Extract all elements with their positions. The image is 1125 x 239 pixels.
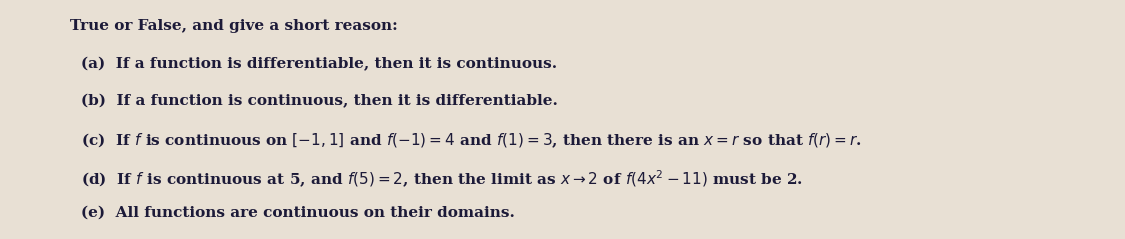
Text: (b)  If a function is continuous, then it is differentiable.: (b) If a function is continuous, then it… <box>81 94 558 109</box>
Text: True or False, and give a short reason:: True or False, and give a short reason: <box>70 19 397 33</box>
Text: (a)  If a function is differentiable, then it is continuous.: (a) If a function is differentiable, the… <box>81 57 557 71</box>
Text: (c)  If $f$ is continuous on $[-1, 1]$ and $f(-1) = 4$ and $f(1) = 3$, then ther: (c) If $f$ is continuous on $[-1, 1]$ an… <box>81 131 862 150</box>
Text: (d)  If $f$ is continuous at 5, and $f(5) = 2$, then the limit as $x \rightarrow: (d) If $f$ is continuous at 5, and $f(5)… <box>81 168 803 190</box>
Text: (e)  All functions are continuous on their domains.: (e) All functions are continuous on thei… <box>81 206 515 220</box>
